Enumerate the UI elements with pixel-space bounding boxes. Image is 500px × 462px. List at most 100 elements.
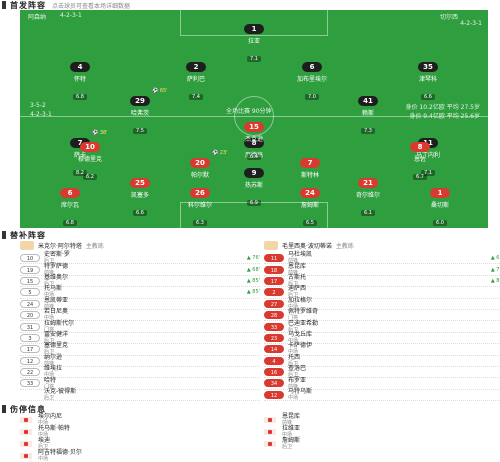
away-team-label: 切尔西 xyxy=(439,14,458,21)
sub-in-time: ▲ 68' xyxy=(246,266,260,273)
away-sub-item[interactable]: 27 加拉格尔 中场 xyxy=(264,296,500,310)
away-player[interactable]: 15 杰克逊 6.4 xyxy=(224,114,284,162)
home-sub-item[interactable]: 24 恩凯蒂亚 前锋 xyxy=(20,296,260,310)
home-injury-item[interactable]: 托马斯·帕特 中场 xyxy=(20,426,260,438)
player-name: 詹姆斯 xyxy=(300,202,319,209)
injury-position: 后卫 xyxy=(282,444,293,450)
goal-event: ⚽ 38' xyxy=(92,130,108,136)
away-coach[interactable]: 毛里西奥·波切蒂诺 主教练 xyxy=(264,241,354,250)
player-name: 津琴科 xyxy=(418,76,437,83)
sub-text: 古斯托 后卫 xyxy=(288,273,307,287)
injury-position: 中场 xyxy=(282,432,293,438)
lineup-subtitle: 点击球员可查看本场详细数据 xyxy=(52,2,131,10)
section-bar-icon xyxy=(2,1,6,9)
away-player[interactable]: 26 科尔维尔 6.3 xyxy=(170,180,230,228)
home-player[interactable]: 1 拉亚 7.1 xyxy=(224,16,284,64)
away-injuries: 恩昆库 前锋 拉维亚 中场 詹姆斯 后卫 xyxy=(264,414,500,450)
home-player[interactable]: 35 津琴科 6.6 xyxy=(398,54,458,102)
away-sub-item[interactable]: 34 布罗亚 前锋 xyxy=(264,377,500,390)
sub-number: 2 xyxy=(264,288,284,297)
away-player[interactable]: 25 凯塞多 6.6 xyxy=(110,170,170,218)
player-name: 赖斯 xyxy=(361,110,374,117)
mid-right-b: 身价 9.4亿欧 平均 25.6岁 xyxy=(409,113,480,120)
away-sub-item[interactable]: 16 查洛巴 后卫 xyxy=(264,366,500,379)
away-sub-item[interactable]: 12 马特乌斯 中场 xyxy=(264,387,500,402)
sub-name: 加拉格尔 xyxy=(288,296,313,304)
away-sub-item[interactable]: 14 卡萨德伊 中场 xyxy=(264,343,500,356)
player-rating: 7.5 xyxy=(133,128,147,134)
home-coach[interactable]: 米克尔·阿尔特塔 主教练 xyxy=(20,241,104,250)
away-sub-item[interactable]: 33 巴迪亚希勒 后卫 xyxy=(264,320,500,333)
away-player[interactable]: 6 席尔瓦 6.8 xyxy=(40,180,100,228)
home-sub-item[interactable]: 15 基维奥尔 后卫 ▲ 85' xyxy=(20,274,260,288)
jersey-number: 9 xyxy=(244,168,264,178)
sub-position: 后卫 xyxy=(44,349,55,356)
sub-text: 迪萨西 后卫 xyxy=(288,286,306,299)
home-sub-item[interactable]: 19 特罗萨德 前锋 ▲ 68' xyxy=(20,263,260,276)
player-rating: 7.1 xyxy=(421,170,435,176)
sub-name: 古斯托 xyxy=(288,273,307,281)
sub-name: 恩昆库 xyxy=(288,262,307,270)
sub-text: 纳尔逊 前锋 xyxy=(44,354,62,367)
home-sub-item[interactable]: 3 冨安健洋 后卫 xyxy=(20,331,260,345)
injury-position: 中场 xyxy=(38,432,49,438)
away-injury-item[interactable]: 拉维亚 中场 xyxy=(264,426,500,438)
away-player[interactable]: 10 穆德里克 6.2 xyxy=(60,134,120,182)
away-sub-item[interactable]: 23 乌戈丘库 中场 xyxy=(264,330,500,345)
sub-number: 23 xyxy=(264,333,284,342)
jersey-number: 4 xyxy=(70,62,90,72)
home-sub-item[interactable]: 12 纳尔逊 前锋 xyxy=(20,354,260,367)
away-injury-item[interactable]: 恩昆库 前锋 xyxy=(264,414,500,426)
sub-position: 中场 xyxy=(44,315,55,322)
sub-name: 史密斯·罗 xyxy=(44,251,70,259)
home-player[interactable]: 29 哈弗茨 7.5 ⚽ 65' xyxy=(110,88,170,136)
away-player[interactable]: 8 恩佐 6.7 xyxy=(390,134,450,182)
home-sub-item[interactable]: 31 拉姆斯代尔 门将 xyxy=(20,320,260,333)
home-sub-item[interactable]: 5 托马斯 中场 ▲ 85' xyxy=(20,285,260,299)
player-name: 斯特林 xyxy=(300,172,319,179)
sub-position: 后卫 xyxy=(288,326,299,333)
away-formation: 4-2-3-1 xyxy=(460,20,482,27)
sub-number: 5 xyxy=(20,288,40,297)
injury-text: 埃尔内尼 中场 xyxy=(38,414,62,427)
player-rating: 7.0 xyxy=(305,94,319,100)
home-subs: 10 史密斯·罗 后卫 ▲ 76' 19 特罗萨德 前锋 ▲ 68' 15 基维奥尔 后卫 ▲ 85'… xyxy=(20,251,260,402)
sub-text: 查洛巴 后卫 xyxy=(288,366,306,379)
away-player[interactable]: 21 奇尔维尔 6.1 xyxy=(338,170,398,218)
sub-position: 后卫 xyxy=(288,280,299,287)
away-sub-item[interactable]: 28 佩特罗维奇 门将 xyxy=(264,309,500,322)
sub-name: 恩凯蒂亚 xyxy=(44,296,69,304)
home-player[interactable]: 2 萨利巴 7.4 xyxy=(166,54,226,102)
away-player[interactable]: 1 桑切斯 6.0 xyxy=(410,180,470,228)
home-sub-item[interactable]: 33 哈特 门将 xyxy=(20,377,260,390)
home-injury-item[interactable]: 阿吉特福德·贝尔 中场 xyxy=(20,450,260,462)
sub-number: 16 xyxy=(264,368,284,377)
home-sub-item[interactable]: 10 史密斯·罗 后卫 ▲ 76' xyxy=(20,251,260,265)
away-player[interactable]: 24 詹姆斯 6.5 xyxy=(280,180,340,228)
sub-number: 12 xyxy=(264,390,284,399)
player-rating: 6.0 xyxy=(433,220,447,226)
sub-text: 卡萨德伊 中场 xyxy=(288,343,312,356)
home-sub-item[interactable]: 沃克-彼得斯 后卫 xyxy=(20,388,260,402)
home-sub-item[interactable]: 17 塞德里克 后卫 xyxy=(20,343,260,356)
away-sub-item[interactable]: 2 迪萨西 后卫 xyxy=(264,286,500,299)
sub-text: 恩凯蒂亚 前锋 xyxy=(44,296,69,310)
home-player[interactable]: 9 热苏斯 6.9 xyxy=(224,160,284,208)
player-rating: 6.6 xyxy=(133,210,147,216)
home-player[interactable]: 6 加布里埃尔 7.0 xyxy=(282,54,342,102)
sub-number xyxy=(20,391,40,399)
away-sub-item[interactable]: 4 托西 后卫 xyxy=(264,354,500,367)
sub-in-time: ▲ 63' xyxy=(490,255,500,262)
sub-name: 马特乌斯 xyxy=(288,387,313,395)
home-player[interactable]: 4 怀特 6.8 xyxy=(50,54,110,102)
home-sub-item[interactable]: 22 维埃拉 中场 xyxy=(20,366,260,379)
player-name: 萨利巴 xyxy=(186,76,205,83)
home-player[interactable]: 41 赖斯 7.3 xyxy=(338,88,398,136)
home-injury-item[interactable]: 埃尔内尼 中场 xyxy=(20,414,260,426)
sub-name: 托马斯 xyxy=(44,285,63,293)
home-sub-item[interactable]: 20 若日尼奥 中场 xyxy=(20,309,260,322)
sub-name: 乌戈丘库 xyxy=(288,330,313,338)
